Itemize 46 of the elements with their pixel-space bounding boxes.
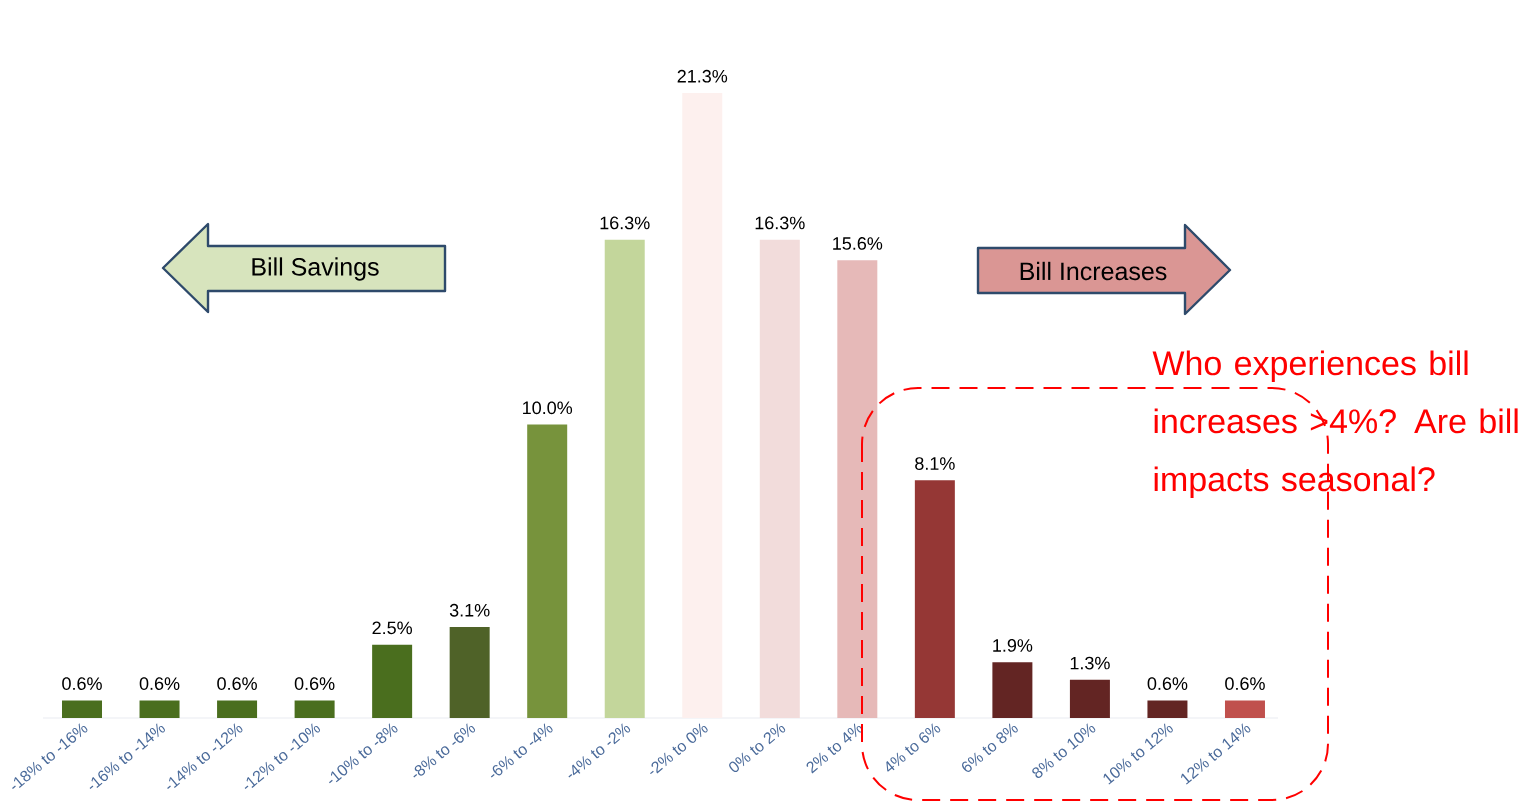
x-tick-label: 8% to 10% xyxy=(1032,723,1096,779)
x-tick-label: -10% to -8% xyxy=(329,723,398,784)
x-tick-label: -2% to 0% xyxy=(650,723,708,775)
x-tick-label: -8% to -6% xyxy=(413,723,476,778)
bar xyxy=(62,700,103,718)
bar xyxy=(992,662,1033,718)
bar xyxy=(1147,700,1188,718)
data-label: 0.6% xyxy=(294,677,335,690)
x-tick-label: -4% to -2% xyxy=(568,723,631,778)
data-label: 0.6% xyxy=(62,677,102,690)
data-label: 0.6% xyxy=(139,677,180,690)
x-tick-label: -6% to -4% xyxy=(490,723,553,778)
bar xyxy=(1069,679,1110,718)
data-label: 3.1% xyxy=(449,603,490,617)
data-label: 16.3% xyxy=(755,216,805,230)
data-label: 2.5% xyxy=(372,621,413,635)
data-label: 1.9% xyxy=(993,639,1033,652)
bar xyxy=(527,424,568,718)
x-tick-label: 4% to 6% xyxy=(886,723,941,772)
x-tick-label: 6% to 8% xyxy=(962,723,1018,772)
bar xyxy=(759,239,800,718)
x-tick-label: -12% to -10% xyxy=(244,723,321,789)
bar xyxy=(1224,700,1265,718)
bar xyxy=(294,700,335,718)
annotation: Who experiences bill increases >4%? Are bill impacts seasonal? xyxy=(1152,350,1518,499)
data-label: 8.1% xyxy=(915,457,955,470)
bar xyxy=(914,480,955,718)
data-label: 1.3% xyxy=(1070,656,1110,670)
bar xyxy=(372,644,413,718)
x-tick-label: 0% to 2% xyxy=(729,723,786,773)
data-label: 16.3% xyxy=(600,216,650,230)
x-tick-label: 12% to 14% xyxy=(1181,723,1251,785)
bar xyxy=(449,627,490,718)
x-tick-label: 10% to 12% xyxy=(1103,723,1173,785)
data-label: 15.6% xyxy=(833,237,883,250)
data-label: 0.6% xyxy=(217,677,257,690)
data-label: 0.6% xyxy=(1225,677,1265,690)
bar xyxy=(837,260,878,718)
bar xyxy=(604,239,645,718)
data-label: 0.6% xyxy=(1147,677,1188,690)
annotation: Bill Savings xyxy=(252,257,379,281)
bar xyxy=(217,700,258,718)
data-label: 10.0% xyxy=(523,401,573,415)
bar xyxy=(139,700,180,718)
annotation: Bill Increases xyxy=(1020,261,1167,281)
data-label: 21.3% xyxy=(677,69,728,83)
